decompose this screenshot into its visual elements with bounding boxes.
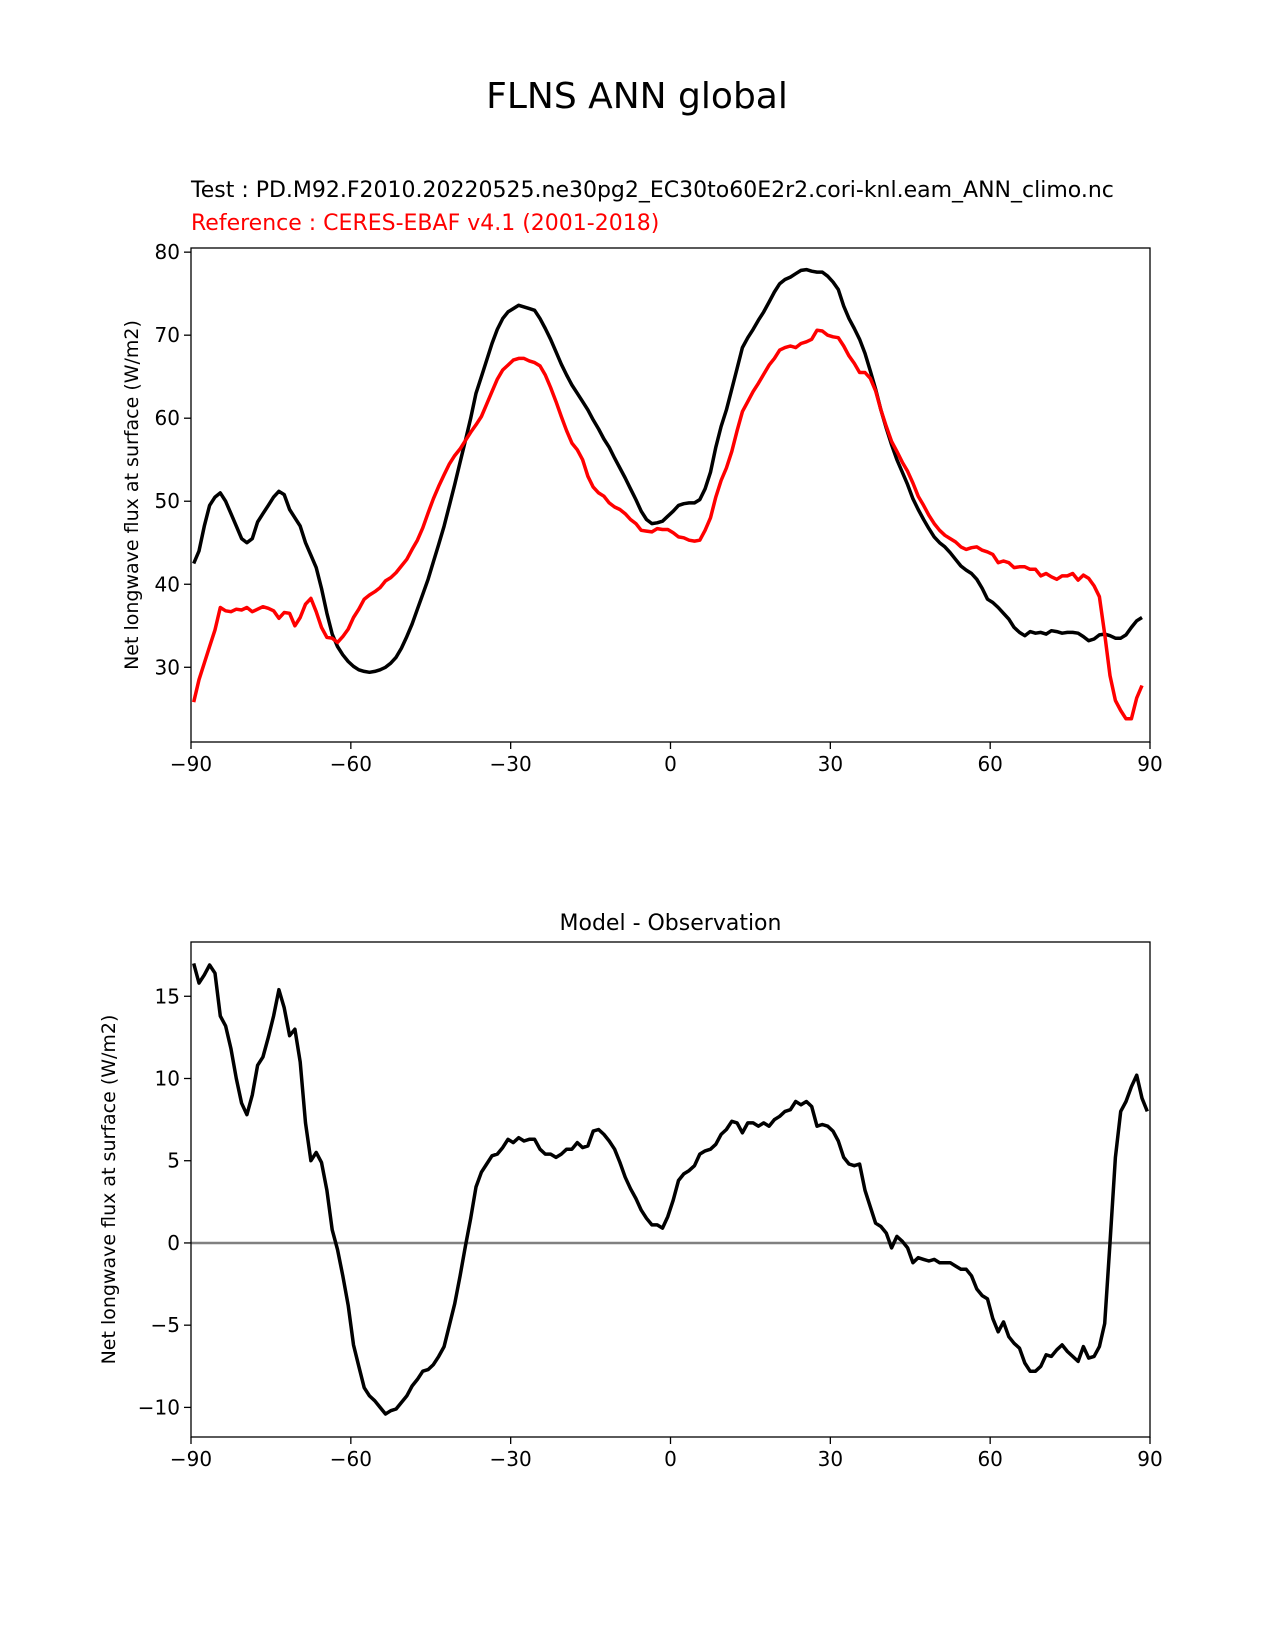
y-tick-label: −10: [138, 1395, 180, 1419]
series-line-reference: [191, 328, 1144, 721]
top-panel: −90 −60 −30 0 30 60 90 30 40 50 60 70 80 Net longwave…: [121, 240, 1163, 776]
x-tick-label: 90: [1137, 1447, 1162, 1471]
y-axis-label: Net longwave flux at surface (W/m2): [121, 320, 143, 670]
reference-label: Reference : CERES-EBAF v4.1 (2001-2018): [191, 211, 659, 236]
y-tick-label: 10: [155, 1066, 180, 1090]
difference-panel: Model - Observation −90 −60 −30 0 30 60 90 −10 −5…: [98, 911, 1163, 1471]
x-tick-label: −90: [170, 1447, 212, 1471]
plot-frame: [190, 941, 1151, 1438]
x-tick-label: −60: [330, 1447, 372, 1471]
y-tick-label: 5: [167, 1149, 180, 1173]
series-line-test: [192, 267, 1143, 675]
y-tick-label: 60: [155, 406, 180, 430]
x-tick-label: −90: [170, 752, 212, 776]
x-tick-label: 60: [977, 1447, 1002, 1471]
x-tick-label: 60: [977, 752, 1002, 776]
plot-frame: [190, 247, 1151, 743]
x-tick-label: −60: [330, 752, 372, 776]
y-tick-label: 70: [155, 323, 180, 347]
y-tick-label: −5: [151, 1313, 180, 1337]
x-tick-label: 30: [818, 1447, 843, 1471]
figure-title: FLNS ANN global: [486, 76, 788, 117]
y-tick-label: 30: [155, 655, 180, 679]
x-tick-label: −30: [490, 1447, 532, 1471]
x-tick-label: −30: [490, 752, 532, 776]
series-line-difference: [192, 962, 1149, 1416]
y-tick-label: 40: [155, 572, 180, 596]
y-tick-label: 0: [167, 1231, 180, 1255]
y-tick-label: 80: [155, 240, 180, 264]
x-tick-label: 90: [1137, 752, 1162, 776]
test-label: Test : PD.M92.F2010.20220525.ne30pg2_EC3…: [190, 178, 1114, 203]
y-axis-label: Net longwave flux at surface (W/m2): [98, 1015, 120, 1365]
x-tick-label: 0: [664, 752, 677, 776]
y-tick-label: 50: [155, 489, 180, 513]
panel-title: Model - Observation: [560, 911, 782, 936]
x-tick-label: 30: [818, 752, 843, 776]
y-tick-label: 15: [155, 984, 180, 1008]
x-tick-label: 0: [664, 1447, 677, 1471]
